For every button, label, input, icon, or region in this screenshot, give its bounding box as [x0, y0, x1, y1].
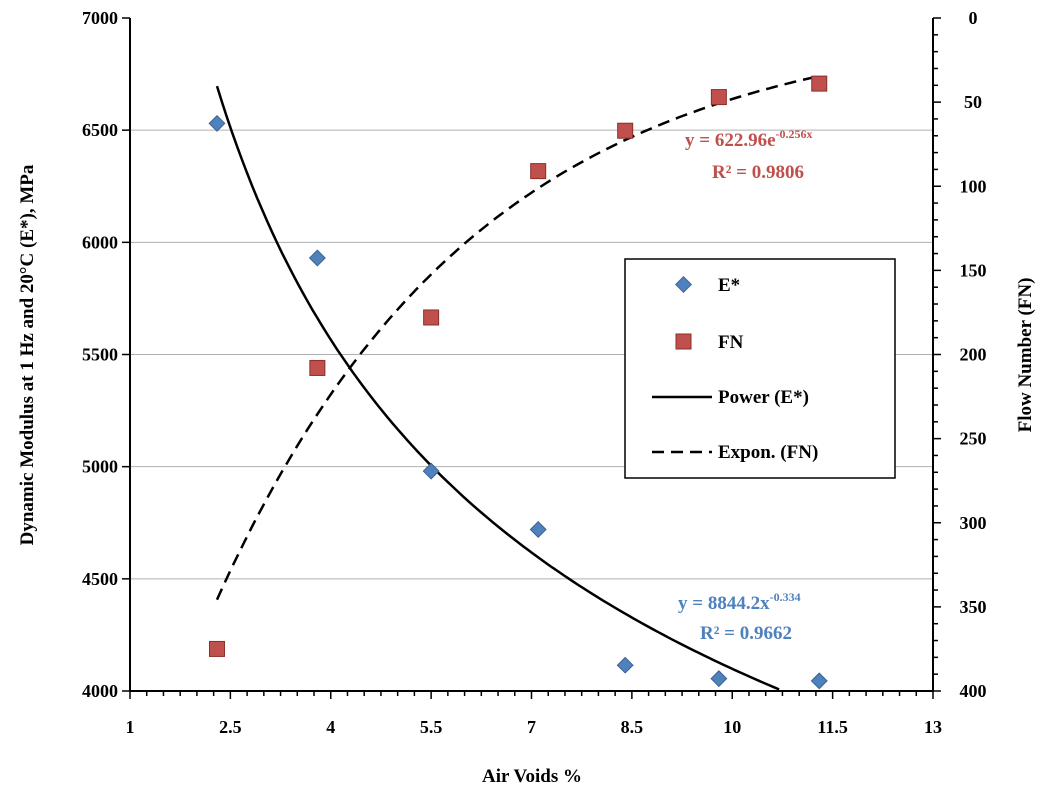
x-tick-label: 1	[126, 717, 135, 737]
fn-equation-exponent: -0.256x	[776, 127, 813, 141]
estar-point	[810, 672, 828, 690]
fn-point	[710, 89, 727, 106]
fn-point	[309, 359, 326, 376]
y2-axis-title: Flow Number (FN)	[1015, 278, 1036, 433]
estar-point	[529, 520, 547, 538]
x-tick-label: 8.5	[621, 717, 644, 737]
y2-tick-label: 50	[964, 92, 982, 112]
estar-trend-r2: R² = 0.9662	[700, 623, 792, 644]
y-tick-label: 5500	[82, 345, 118, 365]
x-axis-title: Air Voids %	[482, 766, 582, 787]
y2-tick-label: 350	[960, 597, 987, 617]
estar-point	[308, 249, 326, 267]
y-axis-title: Dynamic Modulus at 1 Hz and 20°C (E*), M…	[17, 164, 38, 545]
y2-tick-label: 200	[960, 345, 987, 365]
y-tick-label: 6000	[82, 232, 118, 252]
y2-tick-label: 300	[960, 513, 987, 533]
legend-box	[624, 258, 896, 479]
estar-trend-equation: y = 8844.2x-0.334	[678, 590, 801, 614]
x-tick-label: 4	[326, 717, 335, 737]
y-tick-label: 4000	[82, 681, 118, 701]
legend-expon-label: Expon. (FN)	[718, 442, 818, 463]
fn-point	[811, 75, 828, 92]
x-tick-label: 7	[527, 717, 536, 737]
fn-trend-r2: R² = 0.9806	[712, 162, 804, 183]
x-tick-label: 5.5	[420, 717, 443, 737]
estar-point	[616, 656, 634, 674]
estar-equation-exponent: -0.334	[770, 590, 801, 604]
fn-equation-base: y = 622.96e	[685, 130, 776, 151]
estar-point	[710, 670, 728, 688]
estar-point	[422, 462, 440, 480]
legend: E* FN Power (E*) Expon. (FN)	[624, 258, 896, 479]
x-tick-label: 11.5	[817, 717, 848, 737]
legend-power-label: Power (E*)	[718, 387, 809, 408]
axes	[122, 17, 941, 699]
legend-fn-marker	[675, 333, 692, 350]
y-tick-label: 4500	[82, 569, 118, 589]
y-tick-label: 6500	[82, 120, 118, 140]
legend-fn-label: FN	[718, 332, 744, 353]
estar-equation-base: y = 8844.2x	[678, 593, 770, 614]
y-tick-label: 5000	[82, 457, 118, 477]
legend-estar-marker	[675, 276, 692, 293]
fn-point	[617, 122, 634, 139]
legend-item-fn: FN	[675, 332, 744, 353]
y-tick-label: 7000	[82, 8, 118, 28]
fn-trend-equation: y = 622.96e-0.256x	[685, 127, 813, 151]
y2-tick-label: 400	[960, 681, 987, 701]
estar-point	[208, 114, 226, 132]
data-points	[208, 75, 828, 690]
x-tick-label: 10	[723, 717, 741, 737]
x-tick-label: 2.5	[219, 717, 242, 737]
fn-point	[530, 163, 547, 180]
y2-tick-label: 250	[960, 429, 987, 449]
tick-labels: 1 2.5 4 5.5 7 8.5 10 11.5 1340004500500055006000…	[82, 8, 987, 737]
y2-tick-label: 100	[960, 176, 987, 196]
x-tick-label: 13	[924, 717, 942, 737]
legend-item-expon: Expon. (FN)	[652, 442, 818, 463]
legend-estar-label: E*	[718, 275, 740, 296]
fn-point	[208, 640, 225, 657]
power-estar-trendline	[215, 85, 780, 691]
legend-item-estar: E*	[675, 275, 740, 296]
y2-tick-label: 150	[960, 260, 987, 280]
fn-point	[423, 309, 440, 326]
y2-tick-label: 0	[969, 8, 978, 28]
legend-item-power: Power (E*)	[652, 387, 809, 408]
